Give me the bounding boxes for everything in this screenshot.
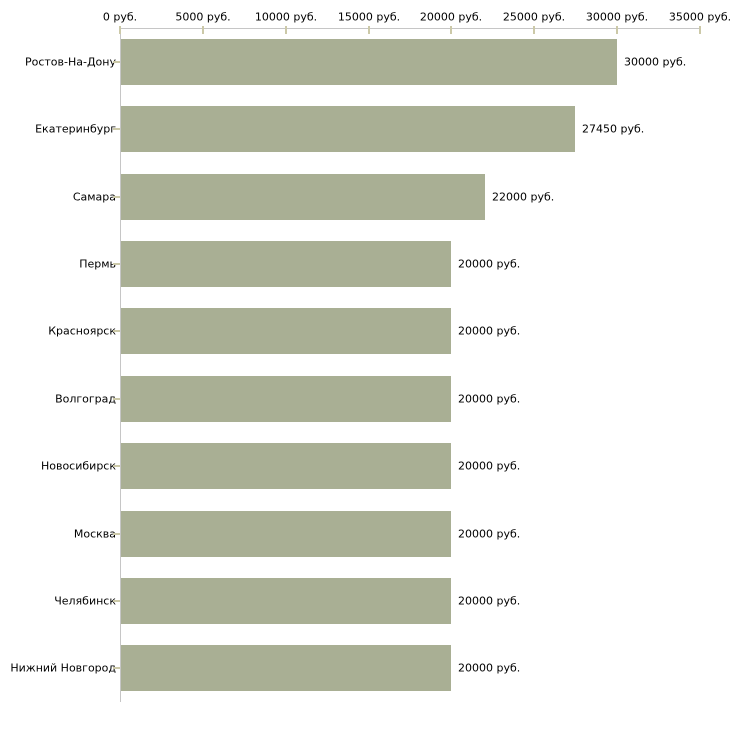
x-tick-mark bbox=[450, 26, 452, 34]
category-tick-mark bbox=[113, 397, 120, 400]
value-label: 20000 руб. bbox=[458, 392, 521, 406]
x-tick-label: 35000 руб. bbox=[668, 10, 730, 24]
x-tick-mark bbox=[616, 26, 618, 34]
x-tick-label: 10000 руб. bbox=[254, 10, 318, 24]
bar bbox=[121, 106, 575, 153]
x-tick-label: 25000 руб. bbox=[502, 10, 566, 24]
x-tick-mark bbox=[285, 26, 287, 34]
category-label: Екатеринбург bbox=[35, 122, 116, 136]
category-label: Волгоград bbox=[55, 392, 116, 406]
bar bbox=[121, 173, 485, 220]
category-label: Нижний Новгород bbox=[10, 661, 116, 675]
value-label: 20000 руб. bbox=[458, 324, 521, 338]
bar bbox=[121, 240, 451, 287]
bar bbox=[121, 38, 617, 85]
bar bbox=[121, 577, 451, 624]
value-label: 20000 руб. bbox=[458, 661, 521, 675]
x-axis-line bbox=[120, 28, 701, 29]
x-tick-mark bbox=[699, 26, 701, 34]
x-tick-label: 5000 руб. bbox=[175, 10, 231, 24]
category-label: Самара bbox=[72, 190, 116, 203]
bar bbox=[121, 645, 451, 692]
x-tick-label: 0 руб. bbox=[102, 10, 138, 24]
category-tick-mark bbox=[113, 599, 120, 602]
x-tick-mark bbox=[202, 26, 204, 34]
value-label: 22000 руб. bbox=[492, 190, 555, 203]
bar bbox=[121, 308, 451, 355]
category-label: Москва bbox=[73, 527, 116, 540]
category-tick-mark bbox=[113, 667, 120, 670]
bar bbox=[121, 510, 451, 557]
value-label: 30000 руб. bbox=[624, 55, 687, 69]
x-tick-label: 30000 руб. bbox=[585, 10, 649, 24]
category-tick-mark bbox=[113, 330, 120, 333]
value-label: 20000 руб. bbox=[458, 257, 521, 271]
bar bbox=[121, 443, 451, 490]
value-label: 27450 руб. bbox=[582, 122, 645, 136]
x-tick-mark bbox=[533, 26, 535, 34]
category-tick-mark bbox=[113, 465, 120, 468]
category-label: Челябинск bbox=[54, 594, 116, 608]
bar bbox=[121, 375, 451, 422]
category-label: Пермь bbox=[79, 257, 116, 271]
category-tick-mark bbox=[113, 128, 120, 131]
category-label: Новосибирск bbox=[40, 459, 116, 473]
value-label: 20000 руб. bbox=[458, 527, 521, 540]
value-label: 20000 руб. bbox=[458, 459, 521, 473]
value-label: 20000 руб. bbox=[458, 594, 521, 608]
category-tick-mark bbox=[113, 60, 120, 63]
x-tick-label: 20000 руб. bbox=[419, 10, 483, 24]
y-axis-line bbox=[120, 28, 121, 702]
x-tick-label: 15000 руб. bbox=[337, 10, 401, 24]
x-tick-mark bbox=[368, 26, 370, 34]
category-tick-mark bbox=[113, 532, 120, 535]
category-tick-mark bbox=[113, 262, 120, 265]
category-label: Красноярск bbox=[48, 324, 116, 338]
category-tick-mark bbox=[113, 195, 120, 198]
x-tick-mark bbox=[119, 26, 121, 34]
category-label: Ростов-На-Дону bbox=[24, 55, 116, 69]
